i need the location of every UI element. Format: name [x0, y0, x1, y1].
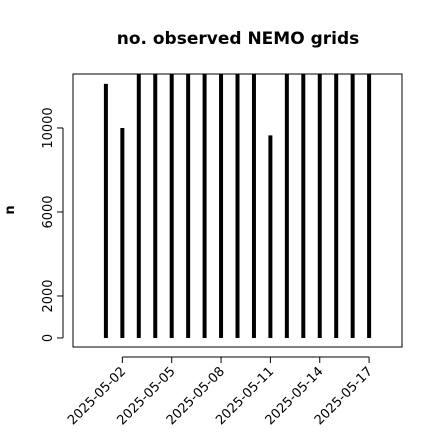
- chart-title: no. observed NEMO grids: [117, 29, 360, 49]
- y-axis-label: n: [3, 205, 18, 214]
- y-tick-label: 0: [41, 334, 56, 342]
- y-tick-label: 6000: [41, 195, 56, 228]
- y-tick-label: 10000: [41, 107, 56, 148]
- y-tick-label: 2000: [41, 279, 56, 312]
